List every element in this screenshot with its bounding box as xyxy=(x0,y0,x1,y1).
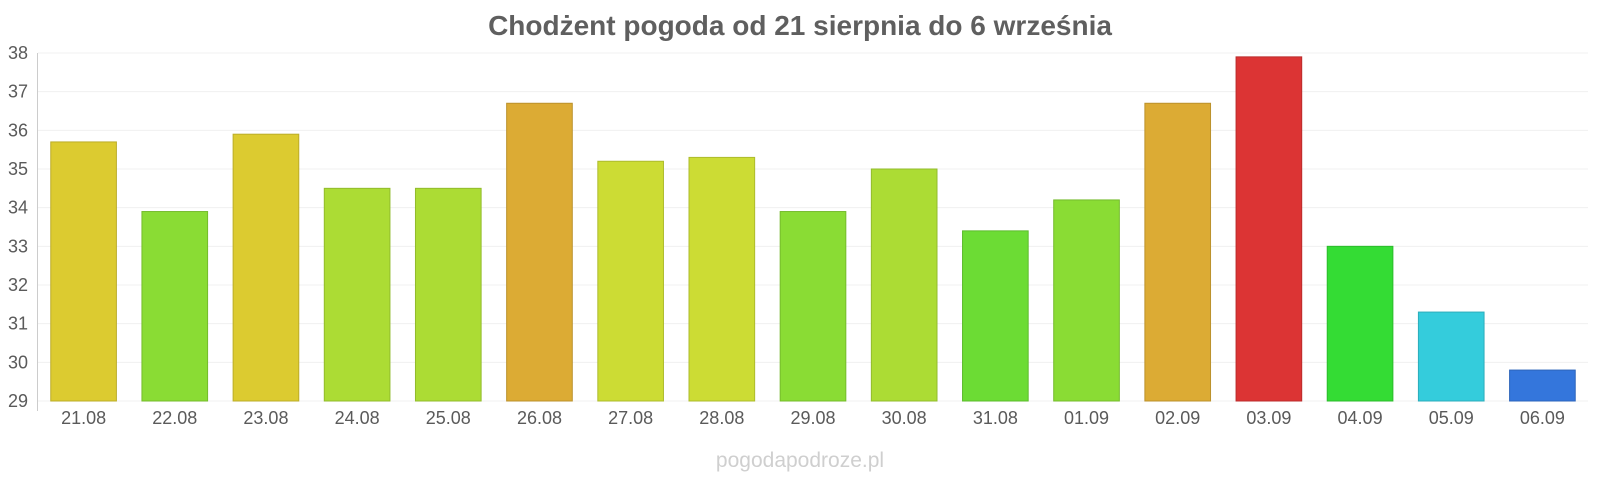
bar-28.08 xyxy=(688,156,756,402)
y-axis-ticks: 29 30 31 32 33 34 35 36 37 38 xyxy=(8,43,28,411)
y-tick-label: 33 xyxy=(8,236,28,256)
y-tick-label: 30 xyxy=(8,352,28,372)
y-tick-label: 34 xyxy=(8,198,28,218)
y-tick-label: 36 xyxy=(8,120,28,140)
y-tick-label: 31 xyxy=(8,314,28,334)
bar-22.08 xyxy=(141,211,209,402)
bar-27.08 xyxy=(597,160,664,402)
x-tick-label: 04.09 xyxy=(1338,408,1383,428)
y-tick-label: 38 xyxy=(8,43,28,63)
bar-25.08 xyxy=(414,187,482,402)
bar-30.08 xyxy=(870,168,938,402)
x-tick-label: 03.09 xyxy=(1246,408,1291,428)
x-tick-label: 29.08 xyxy=(790,408,835,428)
x-tick-label: 23.08 xyxy=(243,408,288,428)
y-tick-label: 35 xyxy=(8,159,28,179)
x-tick-label: 02.09 xyxy=(1155,408,1200,428)
x-tick-label: 28.08 xyxy=(699,408,744,428)
watermark: pogodapodroze.pl xyxy=(715,449,885,472)
y-tick-label: 32 xyxy=(8,275,28,295)
x-tick-label: 26.08 xyxy=(517,408,562,428)
bars xyxy=(50,56,1576,402)
x-tick-label: 22.08 xyxy=(152,408,197,428)
bar-05.09 xyxy=(1417,311,1485,402)
x-tick-label: 01.09 xyxy=(1064,408,1109,428)
bar-31.08 xyxy=(962,230,1029,402)
bar-21.08 xyxy=(50,141,117,402)
bar-02.09 xyxy=(1144,102,1212,402)
chart-title: Chodżent pogoda od 21 sierpnia do 6 wrze… xyxy=(488,10,1112,41)
x-tick-label: 25.08 xyxy=(426,408,471,428)
bar-24.08 xyxy=(323,187,391,402)
x-tick-label: 05.09 xyxy=(1429,408,1474,428)
bar-26.08 xyxy=(506,102,573,402)
x-axis-ticks: 21.08 22.08 23.08 24.08 25.08 26.08 27.08 28.08… xyxy=(61,408,1565,428)
bar-06.09 xyxy=(1509,369,1576,402)
x-tick-label: 24.08 xyxy=(335,408,380,428)
x-tick-label: 21.08 xyxy=(61,408,106,428)
x-tick-label: 27.08 xyxy=(608,408,653,428)
bar-29.08 xyxy=(779,211,847,402)
bar-23.08 xyxy=(232,133,300,402)
bar-04.09 xyxy=(1326,245,1394,402)
bar-03.09 xyxy=(1235,56,1303,402)
x-tick-label: 30.08 xyxy=(882,408,927,428)
x-tick-label: 31.08 xyxy=(973,408,1018,428)
y-tick-label: 37 xyxy=(8,82,28,102)
y-tick-label: 29 xyxy=(8,391,28,411)
x-tick-label: 06.09 xyxy=(1520,408,1565,428)
bar-01.09 xyxy=(1053,199,1120,402)
